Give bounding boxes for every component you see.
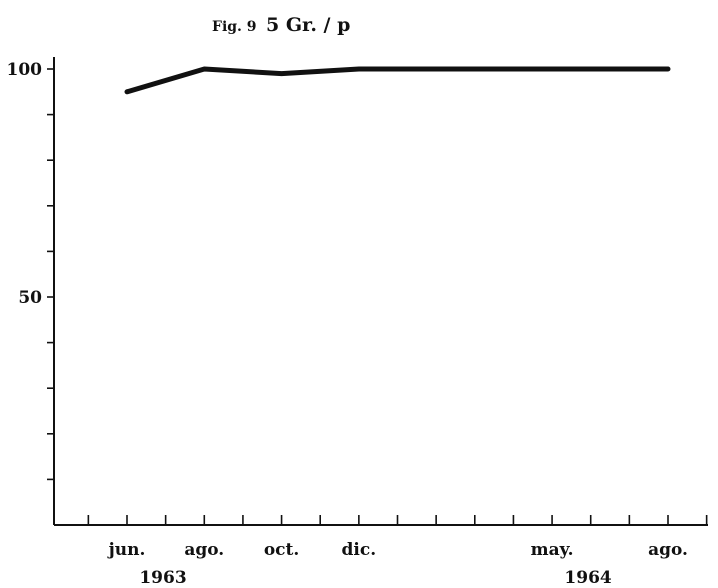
year-label: 1963 [139, 568, 186, 588]
x-tick-label: oct. [264, 540, 299, 560]
figure-number: Fig. 9 [212, 19, 257, 35]
chart-title-text: 5 Gr. / p [266, 14, 350, 36]
year-label: 1964 [564, 568, 611, 588]
x-tick-label: ago. [184, 540, 224, 560]
x-tick-label: jun. [107, 540, 146, 560]
y-tick-labels: 100 50 [7, 60, 43, 308]
axes [53, 57, 708, 526]
x-tick-label: dic. [342, 540, 377, 560]
year-labels: 1963 1964 [139, 568, 612, 588]
chart-title: Fig. 9 5 Gr. / p [212, 14, 350, 36]
x-tick-label: may. [531, 540, 574, 560]
y-tick-label: 100 [7, 60, 43, 80]
x-ticks [87, 515, 708, 525]
series-group [124, 66, 671, 95]
y-tick-label: 50 [18, 288, 42, 308]
x-tick-label: ago. [648, 540, 688, 560]
y-ticks [47, 68, 54, 481]
x-tick-labels: jun. ago. oct. dic. may. ago. [107, 540, 688, 560]
series-line-0 [124, 66, 671, 95]
